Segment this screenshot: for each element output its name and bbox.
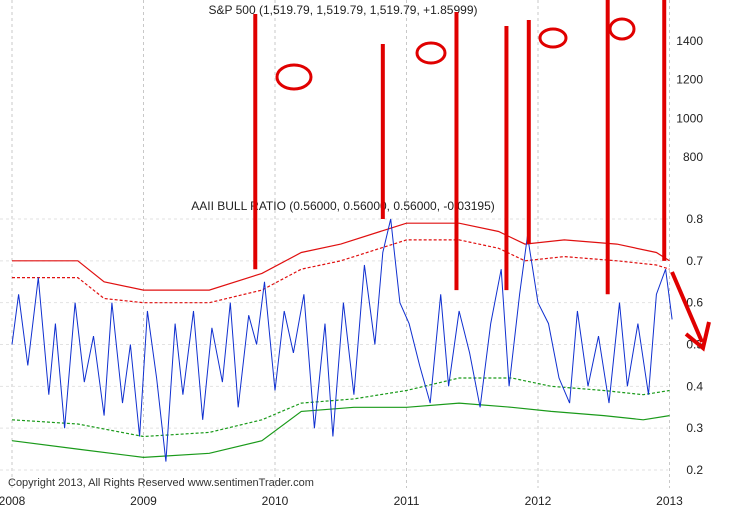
- arrow-shaft: [670, 271, 704, 343]
- down-arrow-annotation: [670, 271, 711, 352]
- sp500-tick-label: 1000: [676, 111, 703, 125]
- upper-band-inner: [12, 239, 670, 304]
- x-tick-label: 2010: [262, 494, 289, 508]
- upper-band-outer: [12, 222, 670, 291]
- x-tick-label: 2008: [0, 494, 26, 508]
- sp500-tick-label: 1400: [676, 34, 703, 48]
- red-annotation-ellipses: [275, 17, 636, 91]
- y-tick-label: 0.5: [686, 338, 703, 352]
- y-tick-label: 0.8: [686, 212, 703, 226]
- bull-ratio-y-axis: 0.8 0.7 0.6 0.5 0.4 0.3 0.2: [686, 212, 703, 477]
- x-tick-label: 2011: [394, 494, 420, 508]
- x-tick-label: 2013: [656, 494, 683, 508]
- x-axis: 2008 2009 2010 2011 2012 2013: [0, 494, 683, 508]
- sp500-title: S&P 500 (1,519.79, 1,519.79, 1,519.79, +…: [209, 3, 478, 17]
- y-tick-label: 0.4: [686, 379, 703, 393]
- red-annotation-lines: [253, 0, 667, 295]
- sp500-y-axis: 1400 1200 1000 800: [676, 34, 703, 164]
- y-tick-label: 0.6: [686, 296, 703, 310]
- x-tick-label: 2009: [130, 494, 157, 508]
- red-ellipse: [415, 41, 447, 65]
- y-tick-label: 0.2: [686, 463, 703, 477]
- copyright-text: Copyright 2013, All Rights Reserved www.…: [8, 477, 314, 489]
- red-ellipse: [538, 27, 568, 49]
- red-ellipse: [275, 63, 313, 91]
- bull-ratio-line: [11, 218, 673, 462]
- arrow-head: [684, 321, 711, 352]
- x-tick-label: 2012: [525, 494, 552, 508]
- y-tick-label: 0.7: [686, 254, 703, 268]
- bull-ratio-title: AAII BULL RATIO (0.56000, 0.56000, 0.560…: [191, 199, 495, 213]
- lower-band-outer: [11, 402, 670, 459]
- lower-band-inner: [11, 377, 670, 438]
- bull-ratio-series: [11, 218, 673, 462]
- sp500-tick-label: 800: [683, 150, 703, 164]
- sp500-tick-label: 1200: [676, 73, 703, 87]
- y-tick-label: 0.3: [686, 421, 703, 435]
- bollinger-bands: [11, 222, 670, 459]
- red-ellipse: [608, 17, 636, 41]
